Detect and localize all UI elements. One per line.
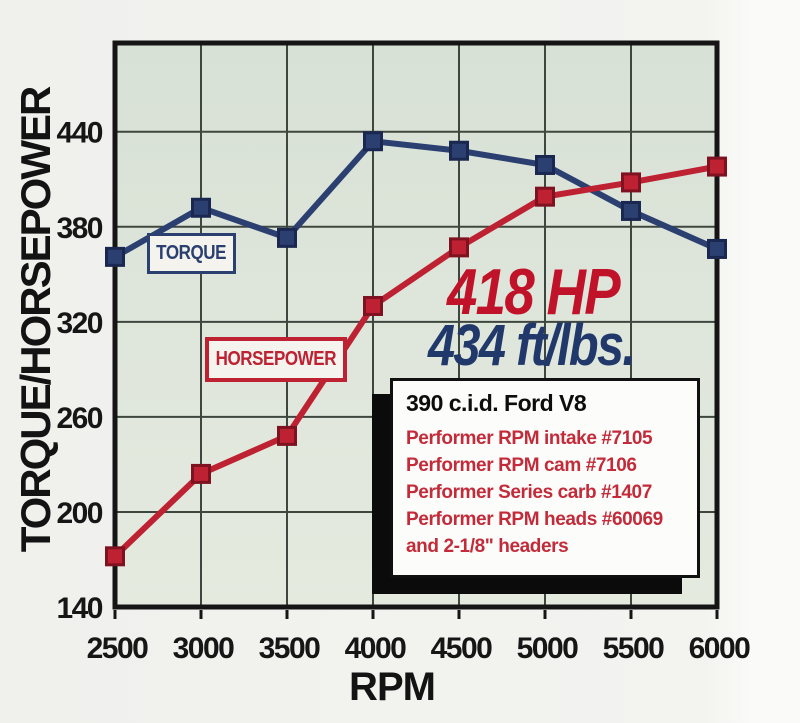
engine-spec-line: Performer RPM heads #60069	[406, 509, 663, 530]
torque-line	[113, 138, 719, 260]
x-tick-label-5000: 5000	[517, 632, 579, 665]
y-tick-label-200: 200	[56, 497, 102, 530]
engine-spec-title: 390 c.i.d. Ford V8	[406, 390, 587, 416]
y-tick-label-440: 440	[56, 117, 102, 150]
torque-marker-4000	[363, 131, 383, 152]
x-tick-label-2500: 2500	[87, 632, 149, 665]
peak-torque-callout: 434 ft/lbs.	[428, 313, 636, 378]
horsepower-marker-3000	[191, 463, 211, 484]
x-tick-label-3500: 3500	[259, 632, 321, 665]
torque-legend-box: TORQUE	[147, 233, 236, 274]
torque-marker-6000	[707, 238, 727, 259]
horsepower-line	[112, 163, 718, 559]
torque-legend-label: TORQUE	[156, 242, 227, 264]
y-axis-title: TORQUE/HORSEPOWER	[12, 87, 59, 553]
horsepower-marker-6000	[707, 156, 727, 177]
horsepower-marker-4000	[363, 295, 383, 316]
engine-spec-line: Performer Series carb #1407	[406, 482, 652, 503]
x-axis-title: RPM	[349, 665, 436, 709]
horsepower-marker-3500	[277, 425, 297, 446]
horsepower-marker-5500	[621, 172, 641, 193]
engine-spec-line: Performer RPM cam #7106	[406, 455, 637, 476]
x-tick-label-6000: 6000	[689, 632, 751, 665]
torque-marker-2500	[105, 246, 125, 267]
torque-marker-5500	[621, 200, 641, 221]
engine-spec-line: Performer RPM intake #7105	[406, 428, 653, 449]
horsepower-marker-2500	[105, 546, 125, 567]
x-tick-label-5500: 5500	[603, 632, 665, 665]
torque-marker-3000	[191, 197, 211, 218]
torque-marker-4500	[449, 140, 469, 161]
peak-horsepower-callout: 418 HP	[447, 255, 621, 328]
horsepower-marker-4500	[449, 237, 469, 258]
horsepower-legend-box: HORSEPOWER	[205, 337, 347, 382]
x-tick-label-3000: 3000	[173, 632, 235, 665]
x-tick-label-4500: 4500	[431, 632, 493, 665]
torque-marker-5000	[535, 154, 555, 175]
torque-marker-3500	[277, 227, 297, 248]
horsepower-legend-label: HORSEPOWER	[215, 348, 337, 370]
y-tick-label-380: 380	[56, 212, 102, 245]
horsepower-marker-5000	[535, 186, 555, 207]
engine-spec-line: and 2-1/8" headers	[406, 536, 569, 557]
y-tick-label-320: 320	[56, 307, 102, 340]
y-tick-label-260: 260	[56, 402, 102, 435]
x-tick-label-4000: 4000	[345, 632, 407, 665]
engine-spec-box: 390 c.i.d. Ford V8 Performer RPM intake …	[390, 378, 700, 578]
y-tick-label-140: 140	[56, 592, 102, 625]
plot-frame	[112, 40, 720, 610]
